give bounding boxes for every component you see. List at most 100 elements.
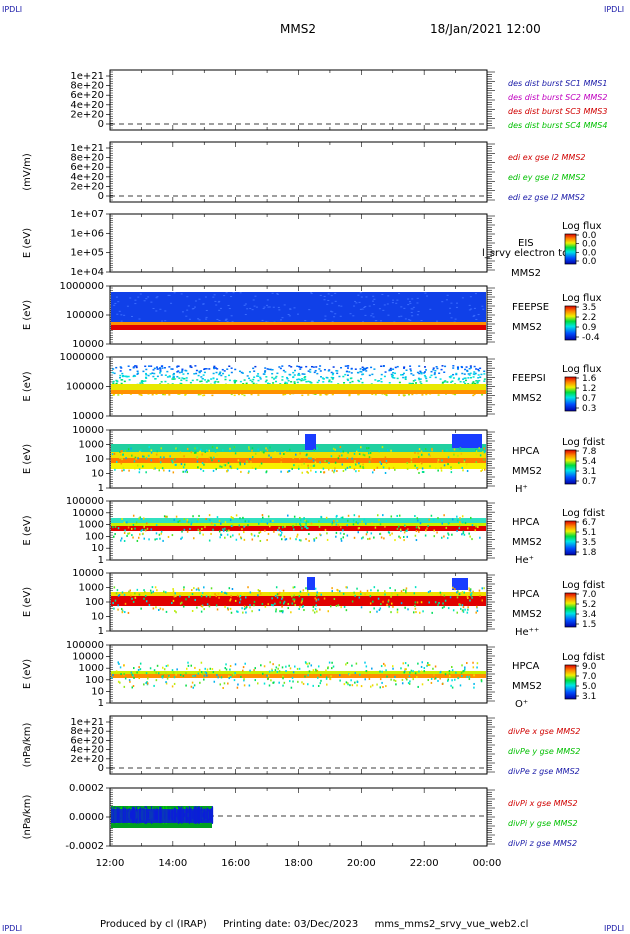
spectrogram-cell <box>455 302 458 304</box>
spectrogram-cell <box>128 532 131 535</box>
spectrogram-cell <box>216 446 218 449</box>
spectrogram-cell <box>424 534 427 537</box>
spectrogram-cell <box>312 459 315 462</box>
spectrogram-cell <box>296 667 299 670</box>
spectrogram-cell <box>209 595 211 598</box>
spectrogram-cell <box>225 663 227 666</box>
legend-entry: divPe z gse MMS2 <box>508 767 580 776</box>
spectrogram-cell <box>190 451 193 454</box>
spectrogram-cell <box>123 521 126 524</box>
spectrogram-cell <box>234 672 236 675</box>
panel-data <box>111 514 486 542</box>
spectrogram-cell <box>416 371 419 374</box>
spectrogram-cell <box>461 591 464 594</box>
spectrogram-cell <box>242 666 245 669</box>
spectrogram-cell <box>431 593 433 596</box>
spectrogram-cell <box>445 526 448 529</box>
spectrogram-cell <box>268 454 270 457</box>
spectrogram-cell <box>226 533 229 536</box>
spectrogram-cell <box>258 589 261 592</box>
y-axis-label: E (eV) <box>22 300 33 330</box>
spectrogram-cell <box>284 451 286 454</box>
spectrogram-cell <box>135 457 137 460</box>
spectrogram-cell <box>390 373 393 376</box>
spectrogram-cell <box>342 529 344 532</box>
spectrogram-cell <box>138 666 140 669</box>
spectrogram-cell <box>230 525 233 528</box>
spectrogram-band <box>111 390 486 394</box>
spectrogram-cell <box>407 664 409 667</box>
spectrogram-cell <box>384 590 386 593</box>
spectrogram-cell <box>238 533 241 536</box>
spectrogram-cell <box>188 449 191 452</box>
spectrogram-cell <box>347 519 349 522</box>
spectrogram-cell <box>407 319 410 321</box>
spectrogram-cell <box>200 376 203 378</box>
spectrogram-cell <box>350 367 353 370</box>
spectrogram-cell <box>141 381 144 384</box>
spectrogram-cell <box>199 532 201 535</box>
spectrogram-cell <box>373 298 376 300</box>
spectrogram-cell <box>160 381 163 383</box>
spectrogram-cell <box>439 378 442 380</box>
spectrogram-cell <box>140 517 142 520</box>
spectrogram-cell <box>332 377 335 379</box>
spectrogram-cell <box>201 592 204 595</box>
colorbar-tick-label: 0.7 <box>582 394 596 404</box>
spectrogram-cell <box>444 599 447 602</box>
spectrogram-cell <box>230 595 232 598</box>
spectrogram-cell <box>113 393 116 396</box>
spectrogram-cell <box>381 446 384 449</box>
spectrogram-cell <box>433 372 436 374</box>
spectrogram-cell <box>179 451 182 454</box>
spectrogram-cell <box>130 447 132 450</box>
spectrogram-cell <box>348 394 351 397</box>
spectrogram-cell <box>239 461 241 464</box>
spectrogram-cell <box>221 590 223 593</box>
series-z-band <box>111 809 212 823</box>
spectrogram-cell <box>319 461 321 464</box>
spectrogram-cell <box>120 320 123 322</box>
spectrogram-cell <box>369 602 372 605</box>
spectrogram-cell <box>127 611 130 614</box>
spectrogram-cell <box>298 607 300 610</box>
spectrogram-cell <box>214 593 216 596</box>
spectrogram-cell <box>237 459 240 462</box>
spectrogram-cell <box>201 604 204 607</box>
spectrogram-cell <box>204 379 207 381</box>
spectrogram-band <box>111 322 486 325</box>
spectrogram-cell <box>303 373 306 375</box>
spectrogram-cell <box>249 669 251 672</box>
spectrogram-cell <box>219 307 222 309</box>
y-tick-label: 1e+21 <box>70 143 104 154</box>
spectrogram-cell <box>456 591 458 594</box>
spectrogram-cell <box>198 668 201 671</box>
spectrogram-cell <box>116 313 119 315</box>
spectrogram-cell <box>410 382 413 385</box>
colorbar-title: Log fdist <box>562 508 605 519</box>
spectrogram-cell <box>323 471 325 474</box>
spectrogram-cell <box>293 594 296 597</box>
spectrogram-cell <box>280 610 283 613</box>
spectrogram-cell <box>469 599 471 602</box>
spectrogram-cell <box>462 469 464 472</box>
spectrogram-cell <box>414 534 417 537</box>
spectrogram-cell <box>196 520 198 523</box>
spectrogram-cell <box>165 672 167 675</box>
spectrogram-cell <box>373 586 376 589</box>
spectrogram-cell <box>353 452 356 455</box>
spectrogram-cell <box>175 447 177 450</box>
spectrogram-cell <box>267 306 270 308</box>
spectrogram-cell <box>441 606 444 609</box>
spectrogram-cell <box>447 533 450 536</box>
spectrogram-cell <box>313 371 316 374</box>
spectrogram-cell <box>235 514 238 517</box>
spectrogram-cell <box>284 371 287 373</box>
spectrogram-cell <box>145 377 148 379</box>
spectrogram-cell <box>240 470 242 473</box>
spectrogram-cell <box>123 673 125 676</box>
spectrogram-cell <box>216 608 219 611</box>
spectrogram-cell <box>336 514 338 517</box>
spectrogram-cell <box>202 394 205 397</box>
spectrogram-cell <box>243 304 246 306</box>
